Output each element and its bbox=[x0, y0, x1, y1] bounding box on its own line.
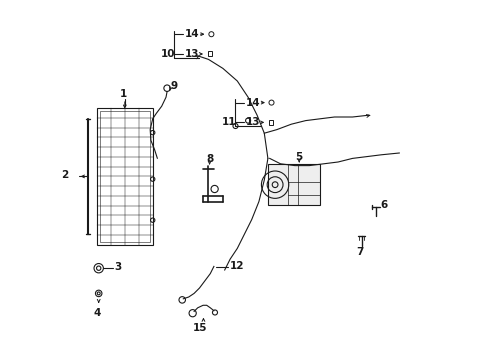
Text: 1: 1 bbox=[119, 89, 126, 99]
Text: 13: 13 bbox=[184, 49, 199, 59]
Bar bbox=[97, 108, 152, 245]
Text: 4: 4 bbox=[93, 308, 101, 318]
Text: 15: 15 bbox=[192, 323, 207, 333]
Text: 13: 13 bbox=[245, 117, 260, 127]
Text: 8: 8 bbox=[205, 154, 213, 164]
Bar bbox=[100, 111, 149, 242]
Text: 9: 9 bbox=[170, 81, 178, 91]
Text: 6: 6 bbox=[380, 200, 387, 210]
Text: 5: 5 bbox=[295, 152, 302, 162]
Bar bbox=[207, 51, 212, 56]
Text: 11: 11 bbox=[222, 117, 236, 127]
Text: 7: 7 bbox=[355, 247, 363, 257]
Text: 2: 2 bbox=[61, 170, 68, 180]
Text: 10: 10 bbox=[160, 49, 175, 59]
Text: 14: 14 bbox=[245, 98, 260, 108]
Text: 3: 3 bbox=[114, 262, 121, 273]
Text: 12: 12 bbox=[229, 261, 244, 271]
Bar bbox=[268, 120, 273, 125]
Bar bbox=[267, 164, 320, 205]
Text: 14: 14 bbox=[184, 29, 199, 39]
